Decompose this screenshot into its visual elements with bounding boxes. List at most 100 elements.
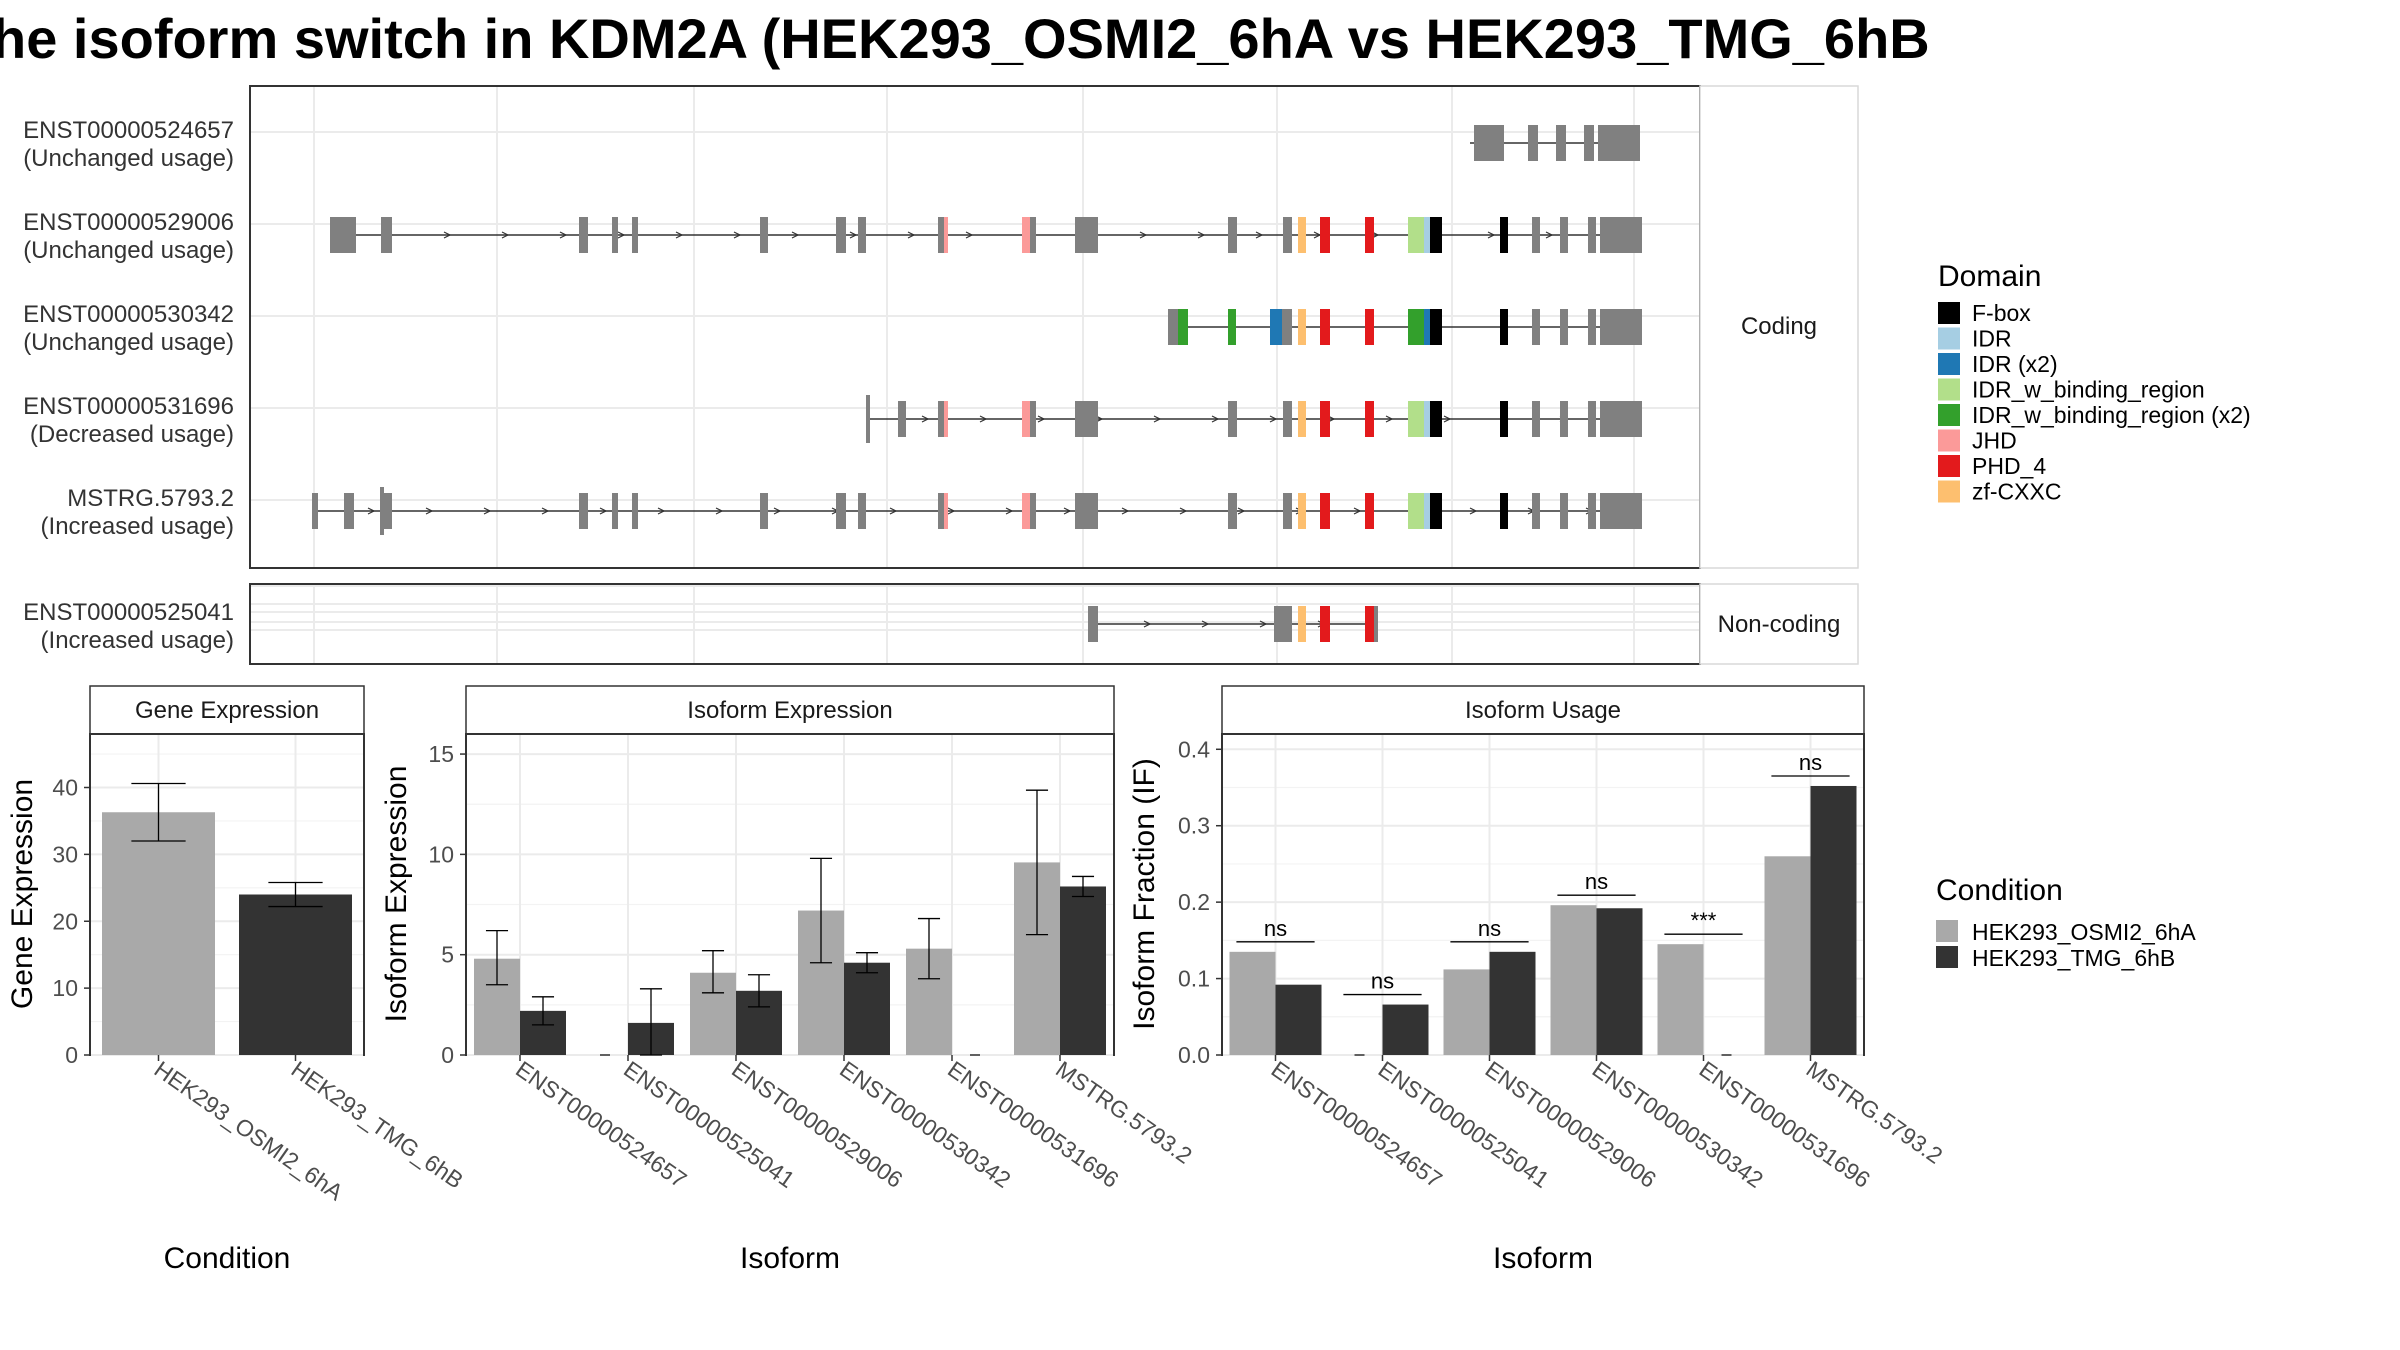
isoform-usage-x-axis-title: Isoform [1493, 1242, 1593, 1275]
domain-segment [1298, 217, 1302, 253]
exon [632, 217, 638, 253]
isoform-label: ENST00000525041 [23, 599, 234, 626]
domain-segment [1320, 606, 1330, 642]
isoform-track [1088, 606, 1378, 642]
x-tick-label: ENST00000529006 [1481, 1056, 1661, 1193]
domain-legend-title: Domain [1938, 260, 2041, 293]
y-tick-label: 0 [65, 1042, 78, 1068]
domain-segment [1365, 309, 1374, 345]
domain-segment [1365, 401, 1374, 437]
y-tick-label: 0.2 [1178, 889, 1210, 915]
domain-segment [944, 493, 948, 529]
condition-legend-label: HEK293_OSMI2_6hA [1972, 919, 2196, 945]
domain-segment [1298, 493, 1302, 529]
strand-arrow [773, 507, 782, 515]
strand-arrow [1469, 507, 1478, 515]
exon [1228, 217, 1237, 253]
strand-arrow [907, 231, 916, 239]
exon [612, 493, 618, 529]
domain-segment [1320, 217, 1330, 253]
exon [1282, 309, 1292, 345]
y-tick-label: 40 [52, 775, 78, 801]
strand-arrow [1179, 507, 1188, 515]
exon [312, 493, 318, 529]
isoform-label: MSTRG.5793.2 [67, 485, 234, 512]
isoform-track [330, 217, 1642, 253]
domain-segment [1178, 309, 1188, 345]
domain-legend-swatch [1938, 480, 1960, 503]
exon [1600, 309, 1642, 345]
exon [1532, 217, 1540, 253]
domain-legend-label: IDR_w_binding_region [1972, 377, 2205, 403]
exon [1030, 493, 1036, 529]
isoform-usage-note: (Unchanged usage) [23, 329, 234, 356]
exon [938, 493, 944, 529]
exon [760, 217, 768, 253]
domain-legend-swatch [1938, 302, 1960, 324]
significance-label: ns [1799, 750, 1822, 775]
domain-segment [1298, 401, 1302, 437]
bar [844, 962, 890, 1055]
domain-segment [1430, 217, 1442, 253]
exon [1588, 309, 1596, 345]
strand-arrow [1269, 415, 1278, 423]
strand-arrow [599, 507, 608, 515]
exon [1075, 401, 1098, 437]
y-tick-label: 0.3 [1178, 813, 1210, 839]
strand-arrow [1353, 507, 1362, 515]
strand-arrow [1237, 507, 1246, 515]
condition-legend-swatch-a [1936, 920, 1958, 942]
domain-segment [1022, 493, 1030, 529]
exon [1560, 217, 1568, 253]
gene-structure-panel: Coding Non-coding ENST00000524657 (Uncha… [23, 85, 1859, 665]
domain-segment [1298, 309, 1306, 345]
strand-arrow [1443, 415, 1452, 423]
isoform-track [312, 487, 1642, 535]
strand-arrow [1385, 415, 1394, 423]
exon [1532, 401, 1540, 437]
strand-arrow [675, 231, 684, 239]
facet-strip-noncoding: Non-coding [1718, 611, 1841, 638]
isoform-usage-strip: Isoform Usage [1465, 697, 1621, 724]
bar [1489, 951, 1536, 1055]
bar [1550, 905, 1597, 1055]
exon [1474, 125, 1490, 161]
exon [1088, 606, 1098, 642]
strand-arrow [425, 507, 434, 515]
domain-segment [1302, 493, 1306, 529]
exon [898, 401, 906, 437]
exon [1560, 309, 1568, 345]
significance-label: ns [1264, 916, 1287, 941]
exon [1374, 606, 1378, 642]
facet-strip-coding: Coding [1741, 313, 1817, 340]
domain-segment [1302, 401, 1306, 437]
domain-segment [1418, 493, 1424, 529]
exon [1282, 606, 1292, 642]
exon [858, 217, 866, 253]
bar [102, 812, 215, 1055]
exon [1588, 217, 1596, 253]
strand-arrow [1037, 415, 1046, 423]
exon [1556, 125, 1566, 161]
isoform-usage-y-axis-title: Isoform Fraction (IF) [1128, 758, 1161, 1030]
domain-legend-label: IDR [1972, 326, 2012, 352]
domain-segment [1365, 217, 1374, 253]
domain-segment [1298, 606, 1306, 642]
isoform-expression-strip: Isoform Expression [687, 697, 892, 724]
exon [579, 493, 588, 529]
x-tick-label: ENST00000531696 [1695, 1056, 1875, 1193]
exon [1528, 125, 1538, 161]
exon [632, 493, 638, 529]
isoform-usage-note: (Decreased usage) [30, 421, 234, 448]
exon [384, 493, 392, 529]
exon [1600, 401, 1642, 437]
strand-arrow [559, 231, 568, 239]
exon [1600, 493, 1642, 529]
y-tick-label: 5 [441, 942, 454, 968]
isoform-label: ENST00000529006 [23, 209, 234, 236]
isoform-usage-note: (Unchanged usage) [23, 237, 234, 264]
bar [1382, 1004, 1429, 1055]
domain-segment [1424, 309, 1430, 345]
